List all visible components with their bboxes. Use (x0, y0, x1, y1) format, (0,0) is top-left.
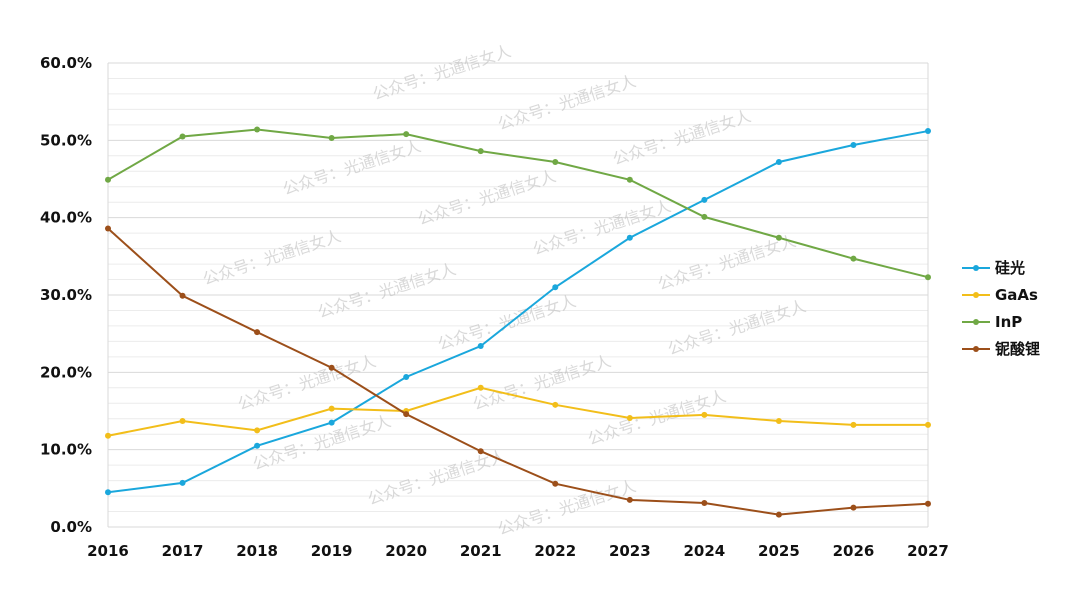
data-point (626, 176, 633, 183)
data-point (701, 196, 708, 203)
watermark-text: 公众号：光通信女人 (470, 351, 613, 414)
x-tick-label: 2024 (683, 542, 725, 560)
y-tick-label: 50.0% (40, 131, 92, 149)
data-point (925, 274, 931, 281)
legend-marker (973, 292, 979, 298)
y-tick-label: 40.0% (40, 209, 92, 227)
x-tick-label: 2025 (758, 542, 800, 560)
series-line-硅光 (107, 130, 929, 494)
watermark-text: 公众号：光通信女人 (415, 166, 558, 229)
data-point (179, 292, 186, 299)
y-tick-label: 30.0% (40, 286, 92, 304)
watermark-text: 公众号：光通信女人 (655, 231, 798, 294)
data-point (179, 133, 186, 140)
data-point (701, 213, 708, 220)
data-point (850, 255, 857, 262)
data-point (701, 411, 708, 418)
data-point (254, 126, 261, 133)
data-point (552, 284, 559, 291)
data-point (328, 419, 335, 426)
data-point (850, 421, 857, 428)
y-tick-label: 20.0% (40, 363, 92, 381)
data-point (626, 414, 633, 421)
data-point (477, 448, 484, 455)
series-line-铌酸锂 (107, 227, 929, 516)
x-tick-label: 2026 (833, 542, 875, 560)
legend-label: InP (995, 313, 1022, 331)
legend-marker (973, 346, 979, 352)
legend-marker (973, 265, 979, 271)
series-line-GaAs (107, 386, 928, 437)
data-point (626, 496, 633, 503)
data-point (626, 234, 633, 241)
data-point (477, 343, 484, 350)
data-point (254, 427, 261, 434)
data-point (477, 384, 484, 391)
watermark-text: 公众号：光通信女人 (435, 291, 578, 354)
data-point (105, 489, 111, 496)
watermark-text: 公众号：光通信女人 (250, 411, 393, 474)
x-tick-label: 2016 (87, 542, 129, 560)
data-point (925, 421, 931, 428)
x-tick-label: 2022 (534, 542, 576, 560)
data-point (179, 418, 186, 425)
watermark-text: 公众号：光通信女人 (610, 106, 753, 169)
data-point (105, 225, 111, 232)
data-point (775, 418, 782, 425)
watermark-text: 公众号：光通信女人 (280, 136, 423, 199)
data-point (850, 504, 857, 511)
data-point (403, 411, 410, 418)
x-tick-label: 2021 (460, 542, 502, 560)
data-point (775, 158, 782, 165)
data-point (850, 141, 857, 148)
data-point (701, 500, 708, 507)
data-point (403, 373, 410, 380)
data-point (328, 135, 335, 142)
data-point (254, 442, 261, 449)
legend-label: GaAs (995, 286, 1038, 304)
data-point (925, 500, 931, 507)
watermark-text: 公众号：光通信女人 (315, 259, 458, 322)
data-point (925, 128, 931, 135)
watermark-text: 公众号：光通信女人 (365, 446, 508, 509)
x-tick-label: 2019 (311, 542, 353, 560)
legend-marker (973, 319, 979, 325)
series-line-InP (107, 128, 929, 279)
data-point (328, 405, 335, 412)
y-tick-label: 0.0% (50, 518, 92, 536)
data-point (552, 158, 559, 165)
x-tick-label: 2020 (385, 542, 427, 560)
x-tick-label: 2017 (162, 542, 204, 560)
data-point (775, 234, 782, 241)
data-point (328, 364, 335, 371)
data-point (552, 480, 559, 487)
data-point (179, 479, 186, 486)
x-tick-label: 2018 (236, 542, 278, 560)
data-point (105, 176, 111, 183)
watermark-text: 公众号：光通信女人 (665, 296, 808, 359)
legend-label: 硅光 (995, 259, 1025, 277)
data-point (552, 401, 559, 408)
data-point (775, 511, 782, 518)
x-tick-label: 2027 (907, 542, 949, 560)
y-tick-label: 60.0% (40, 54, 92, 72)
data-point (477, 148, 484, 155)
data-point (105, 432, 111, 439)
data-point (254, 329, 261, 336)
legend-label: 铌酸锂 (995, 340, 1040, 358)
x-tick-label: 2023 (609, 542, 651, 560)
y-tick-label: 10.0% (40, 441, 92, 459)
data-point (403, 131, 410, 138)
